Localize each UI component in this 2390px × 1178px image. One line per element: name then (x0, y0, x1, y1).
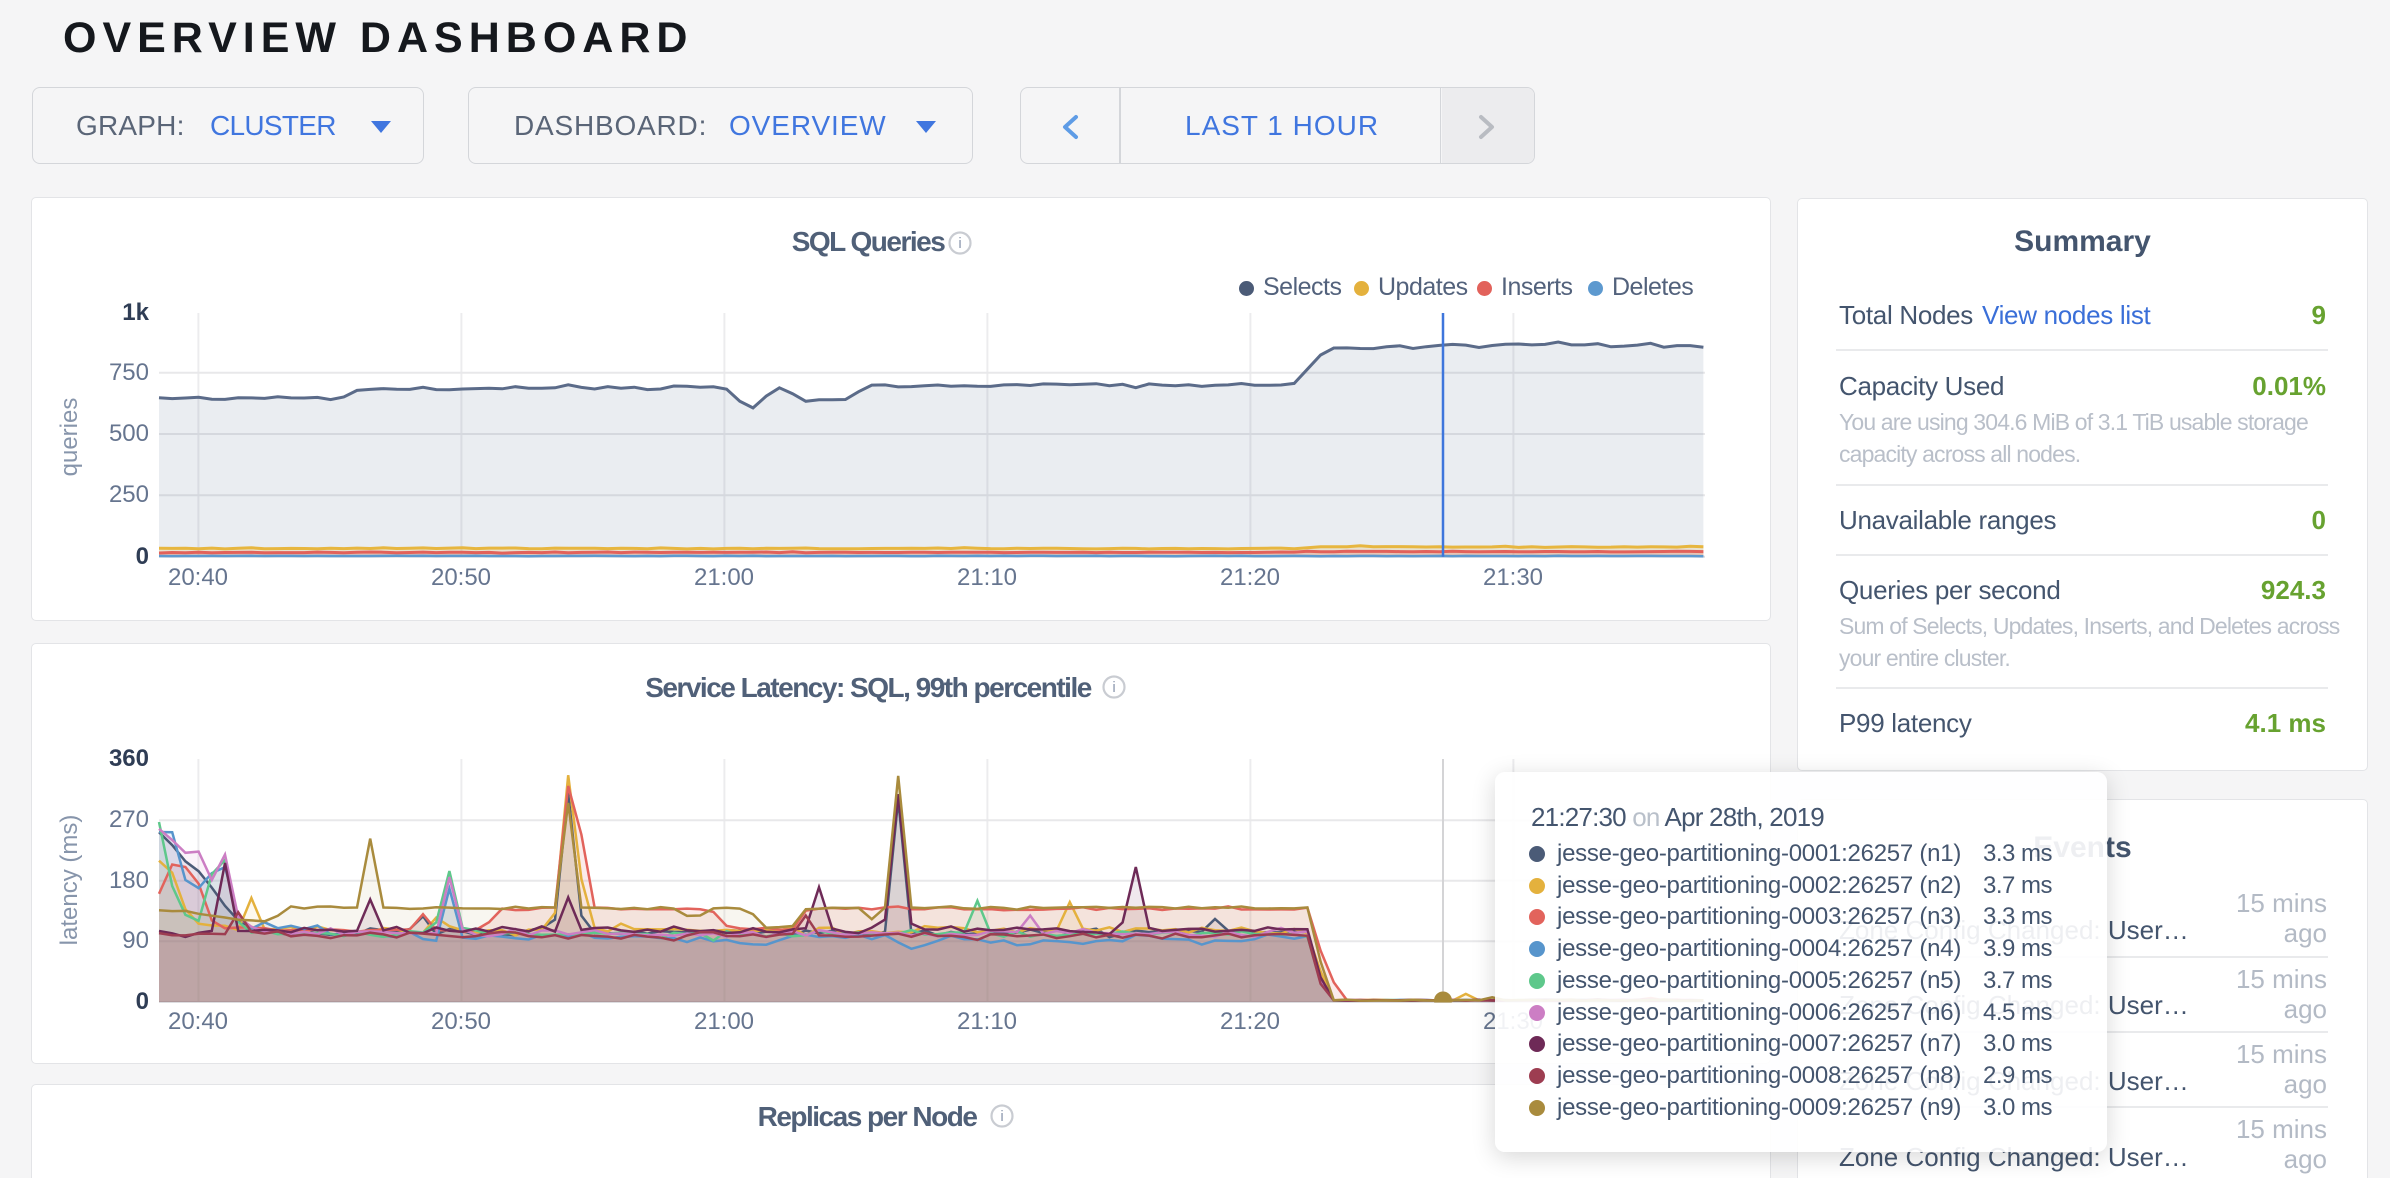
svg-text:i: i (1112, 679, 1115, 696)
svg-text:i: i (958, 235, 961, 252)
svg-text:i: i (1000, 1108, 1003, 1125)
